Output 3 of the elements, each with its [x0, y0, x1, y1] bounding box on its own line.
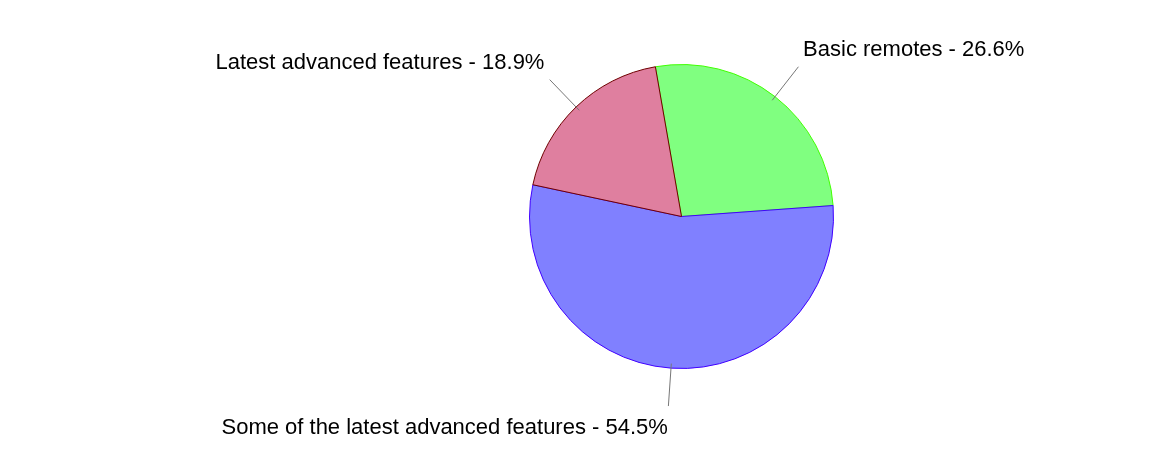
slice-label: Latest advanced features - 18.9% — [215, 49, 545, 75]
slice-label: Basic remotes - 26.6% — [803, 35, 1025, 61]
slice-label: Some of the latest advanced features - 54.5% — [221, 413, 668, 439]
